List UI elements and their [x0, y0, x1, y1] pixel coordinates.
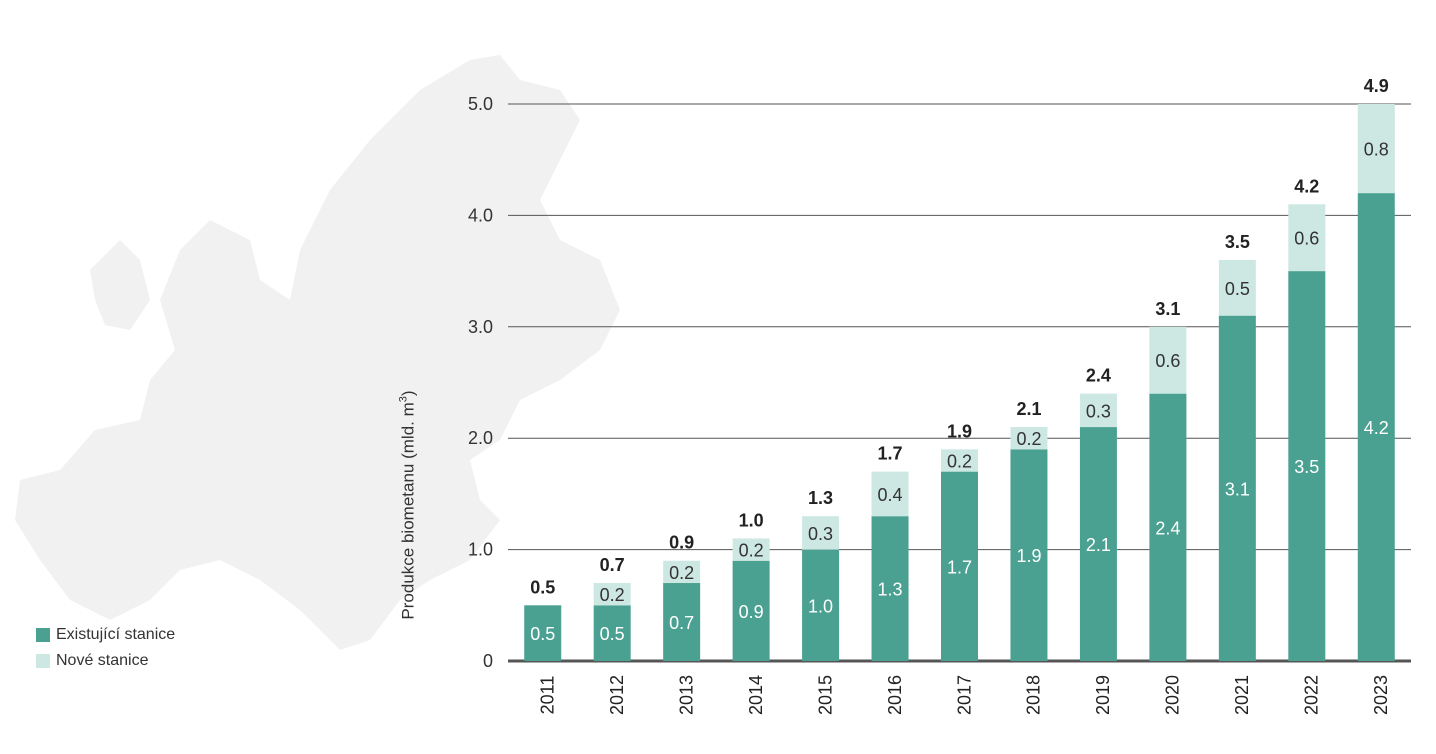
y-axis-ticks: 0 1.0 2.0 3.0 4.0 5.0 — [468, 94, 493, 671]
total-label: 4.9 — [1364, 76, 1389, 96]
label-new: 0.2 — [1016, 429, 1041, 449]
label-new: 0.2 — [600, 585, 625, 605]
x-axis-ticks: 2011 2012 2013 2014 2015 2016 2017 2018 2019 2020… — [537, 675, 1391, 715]
label-new: 0.6 — [1155, 351, 1180, 371]
x-tick-label: 2023 — [1371, 675, 1391, 715]
bar-existing — [1079, 427, 1117, 661]
label-new: 0.3 — [1086, 401, 1111, 421]
bar-new — [593, 583, 631, 606]
label-existing: 1.9 — [1016, 546, 1041, 566]
label-new: 0.3 — [808, 524, 833, 544]
bar-new — [1288, 204, 1326, 272]
bar-new — [802, 516, 840, 550]
x-tick-label: 2013 — [676, 675, 696, 715]
y-axis-label: Produkce biometanu (mld. m3) — [397, 390, 418, 620]
bar-existing — [802, 549, 840, 661]
label-new: 0.5 — [1225, 279, 1250, 299]
total-label: 0.9 — [669, 533, 694, 553]
label-new: 0.2 — [739, 541, 764, 561]
total-label: 3.5 — [1225, 232, 1250, 252]
y-tick-label: 3.0 — [468, 317, 493, 337]
y-tick-label: 4.0 — [468, 205, 493, 225]
label-existing: 3.5 — [1294, 457, 1319, 477]
bar-existing — [1149, 393, 1187, 661]
x-tick-label: 2017 — [954, 675, 974, 715]
x-tick-label: 2019 — [1093, 675, 1113, 715]
y-tick-label: 1.0 — [468, 540, 493, 560]
total-label: 1.9 — [947, 421, 972, 441]
bar-new — [1010, 427, 1048, 450]
total-label: 3.1 — [1155, 299, 1180, 319]
europe-map-background — [15, 55, 620, 650]
label-existing: 2.4 — [1155, 518, 1180, 538]
label-existing: 0.9 — [739, 602, 764, 622]
bar-existing — [1288, 271, 1326, 661]
bar-existing — [732, 560, 770, 661]
legend: Existující stanice Nové stanice — [36, 622, 175, 674]
y-tick-label: 0 — [483, 651, 493, 671]
label-new: 0.8 — [1364, 140, 1389, 160]
label-existing: 0.5 — [600, 624, 625, 644]
y-tick-label: 5.0 — [468, 94, 493, 114]
bar-new — [1149, 326, 1187, 394]
bar-new — [732, 538, 770, 561]
total-label: 1.0 — [739, 510, 764, 530]
bar-existing — [524, 605, 562, 661]
bar-existing — [871, 516, 909, 661]
bar-existing — [1218, 315, 1256, 661]
bar-new — [941, 449, 978, 472]
total-label: 0.7 — [600, 555, 625, 575]
total-label: 2.4 — [1086, 366, 1111, 386]
label-new: 0.4 — [878, 485, 903, 505]
bar-new — [1218, 259, 1256, 316]
bar-existing — [593, 605, 631, 661]
legend-swatch-new — [36, 654, 50, 668]
bar-new — [871, 471, 909, 517]
x-tick-label: 2015 — [815, 675, 835, 715]
legend-swatch-existing — [36, 628, 50, 642]
x-tick-label: 2012 — [607, 675, 627, 715]
x-tick-label: 2020 — [1163, 675, 1183, 715]
bar-existing — [663, 583, 701, 661]
label-new: 0.2 — [947, 451, 972, 471]
bar-existing — [941, 471, 978, 661]
bar-new — [1357, 104, 1395, 194]
x-tick-label: 2018 — [1024, 675, 1044, 715]
legend-label-existing: Existující stanice — [56, 626, 176, 643]
total-label: 1.3 — [808, 488, 833, 508]
total-label: 0.5 — [530, 577, 555, 597]
x-tick-label: 2011 — [537, 676, 557, 715]
legend-item-existing: Existující stanice — [36, 622, 175, 648]
y-tick-label: 2.0 — [468, 428, 493, 448]
label-new: 0.6 — [1294, 229, 1319, 249]
label-existing: 0.7 — [669, 613, 694, 633]
total-label: 1.7 — [878, 444, 903, 464]
label-existing: 1.0 — [808, 596, 833, 616]
label-new: 0.2 — [669, 563, 694, 583]
x-tick-label: 2021 — [1232, 675, 1252, 715]
label-existing: 4.2 — [1364, 418, 1389, 438]
total-label: 4.2 — [1294, 176, 1319, 196]
legend-label-new: Nové stanice — [56, 652, 149, 669]
total-label: 2.1 — [1016, 399, 1041, 419]
x-tick-label: 2022 — [1302, 675, 1322, 715]
label-existing: 1.3 — [878, 580, 903, 600]
label-existing: 3.1 — [1225, 479, 1250, 499]
bars: 0.5 0.5 0.5 0.2 0.7 0.7 0.2 0.9 0.9 0.2 1.0 1.0 0.3 1… — [524, 76, 1395, 661]
bar-existing — [1357, 193, 1395, 661]
bar-new — [663, 560, 701, 584]
legend-item-new: Nové stanice — [36, 648, 175, 674]
x-tick-label: 2016 — [885, 675, 905, 715]
bar-existing — [1010, 449, 1048, 661]
label-existing: 1.7 — [947, 557, 972, 577]
label-existing: 2.1 — [1086, 535, 1111, 555]
label-existing: 0.5 — [530, 624, 555, 644]
x-tick-label: 2014 — [746, 675, 766, 715]
bar-new — [1079, 393, 1117, 428]
